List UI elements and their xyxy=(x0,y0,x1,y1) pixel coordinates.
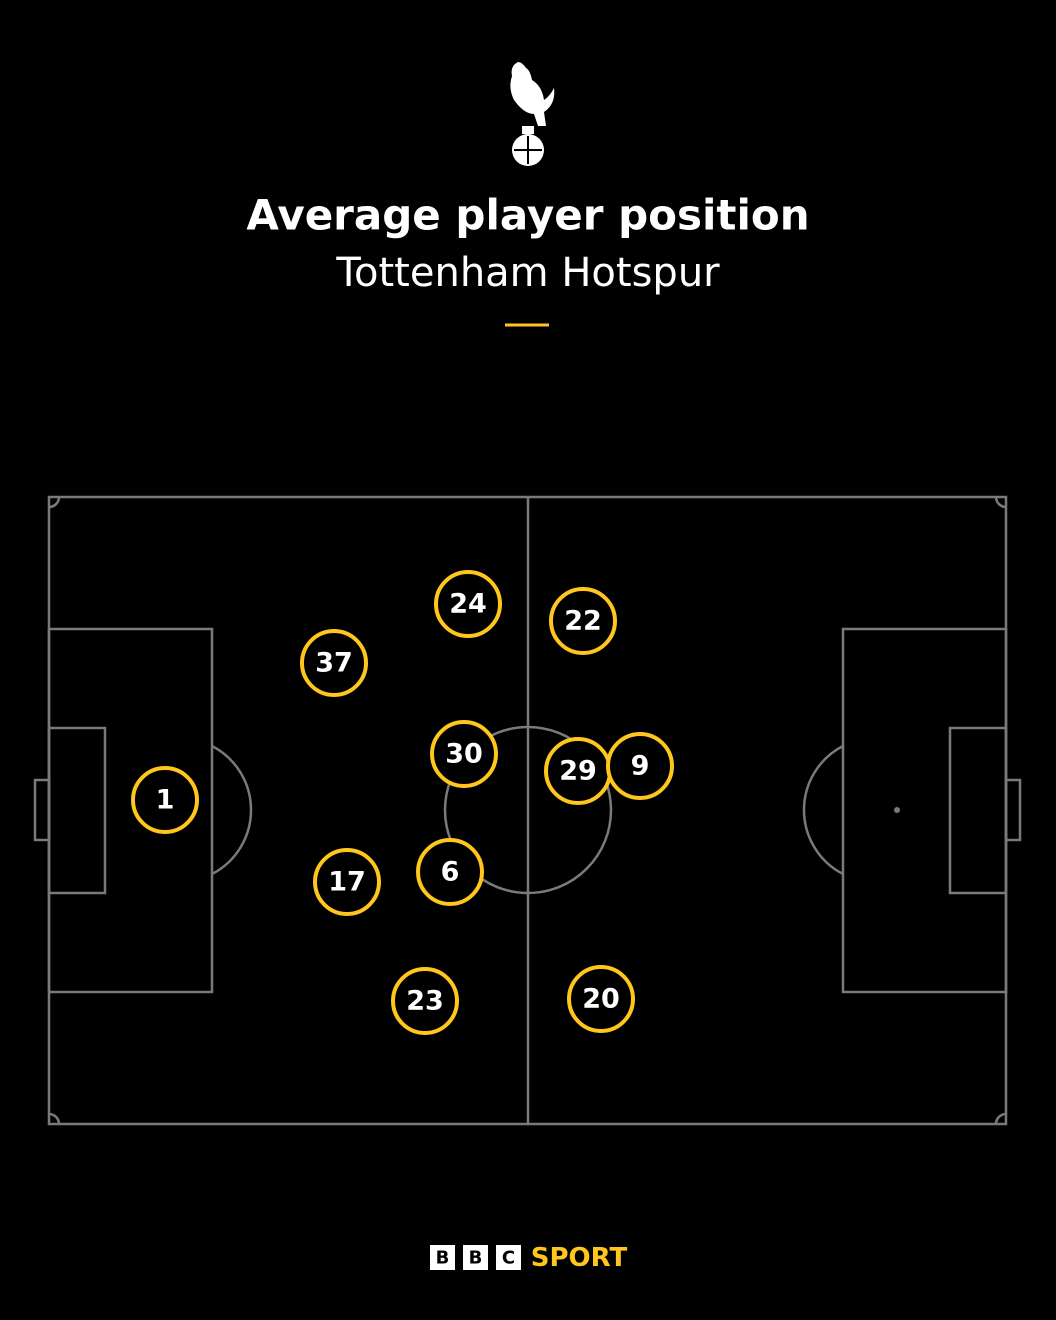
player-ring xyxy=(549,587,617,655)
logo-box xyxy=(496,1245,521,1270)
player-ring xyxy=(430,720,498,788)
player-ring xyxy=(606,732,674,800)
pitch xyxy=(33,495,1022,1126)
bbc-sport-logo: B B C SPORT xyxy=(430,1243,627,1273)
player-number: 37 xyxy=(315,648,353,679)
player-number: 1 xyxy=(156,785,175,816)
player-number: 24 xyxy=(449,589,487,620)
logo-letter: B xyxy=(436,1248,450,1269)
player-ring xyxy=(567,965,635,1033)
player: 6 xyxy=(416,838,484,906)
player-number: 22 xyxy=(564,606,602,637)
player-ring xyxy=(416,838,484,906)
player-number: 23 xyxy=(406,986,444,1017)
player-ring xyxy=(313,848,381,916)
player-number: 30 xyxy=(445,739,483,770)
player-number: 17 xyxy=(328,867,366,898)
player: 20 xyxy=(567,965,635,1033)
logo-letter: B xyxy=(469,1248,483,1269)
logo-box xyxy=(463,1245,488,1270)
player: 9 xyxy=(606,732,674,800)
player: 30 xyxy=(430,720,498,788)
player: 1 xyxy=(131,766,199,834)
player-number: 29 xyxy=(559,756,597,787)
player: 29 xyxy=(544,737,612,805)
subtitle: Tottenham Hotspur xyxy=(335,250,720,296)
player-ring xyxy=(434,570,502,638)
title: Average player position xyxy=(246,191,809,240)
player-ring xyxy=(131,766,199,834)
player-number: 20 xyxy=(582,984,620,1015)
player: 17 xyxy=(313,848,381,916)
player-number: 9 xyxy=(631,751,650,782)
club-crest xyxy=(510,62,555,166)
player: 23 xyxy=(391,967,459,1035)
player: 24 xyxy=(434,570,502,638)
player-ring xyxy=(391,967,459,1035)
player-ring xyxy=(300,629,368,697)
logo-word: SPORT xyxy=(531,1243,628,1273)
logo-letter: C xyxy=(502,1248,515,1269)
player: 22 xyxy=(549,587,617,655)
logo-box xyxy=(430,1245,455,1270)
player-number: 6 xyxy=(441,857,460,888)
player: 37 xyxy=(300,629,368,697)
